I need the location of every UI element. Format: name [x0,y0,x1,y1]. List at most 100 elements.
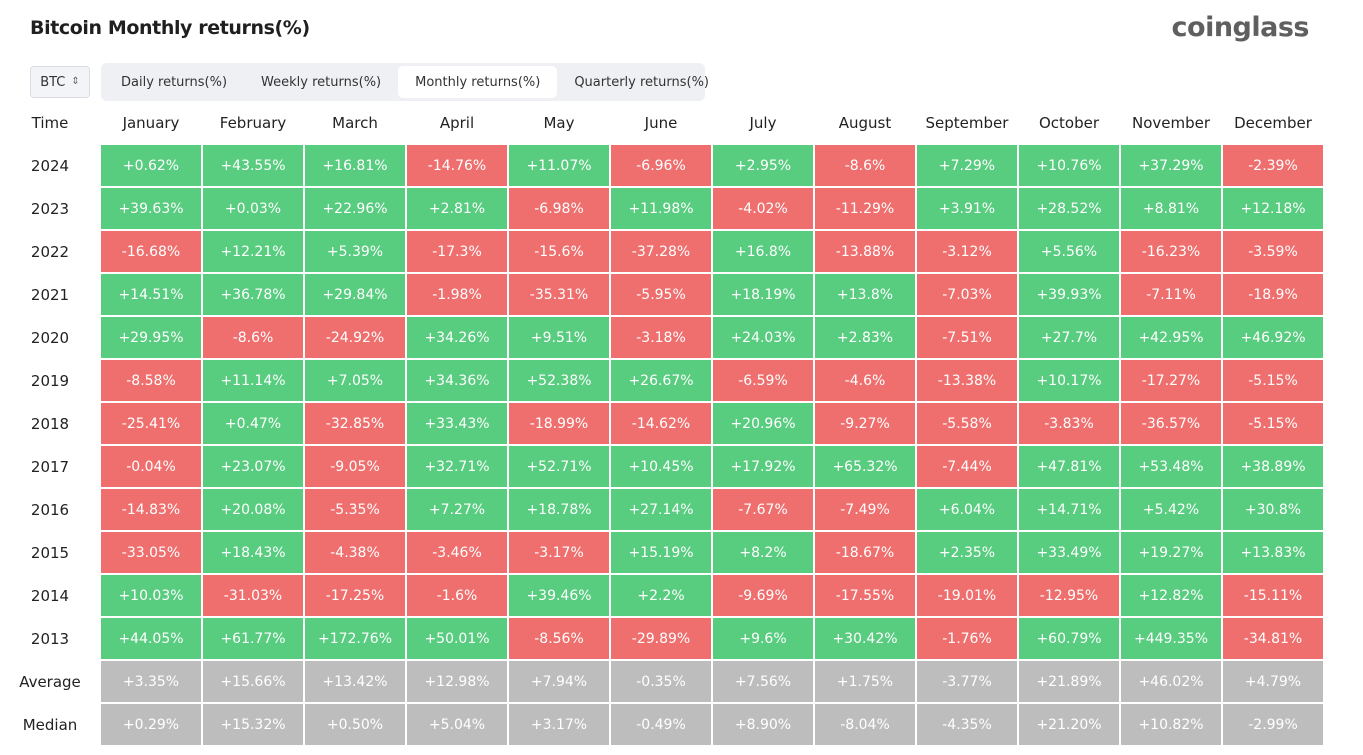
return-cell: +20.96% [713,403,813,444]
return-cell: +12.98% [407,661,507,702]
symbol-select[interactable]: BTC ⇕ [30,66,90,98]
table-row: 2018 -25.41% +0.47% -32.85% +33.43% -18.99% -1… [0,402,1324,445]
return-cell: +50.01% [407,618,507,659]
return-cell: -7.67% [713,489,813,530]
tab-monthly-returns[interactable]: Monthly returns(%) [398,66,558,98]
column-header-january: January [122,113,180,132]
return-cell: +12.21% [203,231,303,272]
return-cell: -3.18% [611,317,711,358]
tab-weekly-returns[interactable]: Weekly returns(%) [261,74,382,90]
column-header-march: March [332,113,378,132]
return-cell: +29.84% [305,274,405,315]
return-cell: +43.55% [203,145,303,186]
summary-row: Average +3.35% +15.66% +13.42% +12.98% +7.94%… [0,660,1324,703]
return-cell: -24.92% [305,317,405,358]
return-cell: -34.81% [1223,618,1323,659]
tab-quarterly-returns[interactable]: Quarterly returns(%) [574,74,710,90]
table-row: 2021 +14.51% +36.78% +29.84% -1.98% -35.31% -5… [0,273,1324,316]
return-cell: -4.02% [713,188,813,229]
table-row: 2016 -14.83% +20.08% -5.35% +7.27% +18.78% +27… [0,488,1324,531]
return-cell: +4.79% [1223,661,1323,702]
return-cell: +3.35% [101,661,201,702]
return-cell: -8.56% [509,618,609,659]
returns-period-tabs: Daily returns(%) Weekly returns(%) Month… [101,63,709,101]
return-cell: +23.07% [203,446,303,487]
table-row: 2024 +0.62% +43.55% +16.81% -14.76% +11.07% -6… [0,144,1324,187]
return-cell: -0.35% [611,661,711,702]
return-cell: -17.27% [1121,360,1221,401]
column-header-february: February [219,113,287,132]
return-cell: +18.78% [509,489,609,530]
return-cell: +21.20% [1019,704,1119,745]
row-label: 2014 [30,586,70,605]
return-cell: -8.6% [815,145,915,186]
return-cell: +19.27% [1121,532,1221,573]
row-label: 2018 [30,414,70,433]
column-header-time: Time [31,113,69,132]
row-label: 2016 [30,500,70,519]
column-header-may: May [543,113,575,132]
return-cell: -35.31% [509,274,609,315]
return-cell: +28.52% [1019,188,1119,229]
row-label: Average [19,672,81,691]
column-header-july: July [749,113,777,132]
return-cell: +10.03% [101,575,201,616]
row-label: 2024 [30,156,70,175]
return-cell: -13.38% [917,360,1017,401]
return-cell: +52.71% [509,446,609,487]
return-cell: -18.9% [1223,274,1323,315]
return-cell: +37.29% [1121,145,1221,186]
return-cell: +7.56% [713,661,813,702]
return-cell: +18.43% [203,532,303,573]
return-cell: -12.95% [1019,575,1119,616]
tab-daily-returns[interactable]: Daily returns(%) [121,74,228,90]
return-cell: +17.92% [713,446,813,487]
return-cell: -36.57% [1121,403,1221,444]
return-cell: -6.96% [611,145,711,186]
return-cell: -3.59% [1223,231,1323,272]
return-cell: +2.95% [713,145,813,186]
return-cell: -1.6% [407,575,507,616]
row-label: 2019 [30,371,70,390]
return-cell: +11.14% [203,360,303,401]
table-row: 2014 +10.03% -31.03% -17.25% -1.6% +39.46% +2.… [0,574,1324,617]
return-cell: +2.83% [815,317,915,358]
return-cell: +2.81% [407,188,507,229]
return-cell: +10.17% [1019,360,1119,401]
return-cell: +21.89% [1019,661,1119,702]
return-cell: -3.77% [917,661,1017,702]
return-cell: -4.38% [305,532,405,573]
return-cell: -8.6% [203,317,303,358]
return-cell: +7.05% [305,360,405,401]
return-cell: +20.08% [203,489,303,530]
return-cell: +16.8% [713,231,813,272]
return-cell: +33.49% [1019,532,1119,573]
page-title: Bitcoin Monthly returns(%) [30,17,310,39]
return-cell: +10.82% [1121,704,1221,745]
return-cell: +36.78% [203,274,303,315]
return-cell: -5.35% [305,489,405,530]
return-cell: +14.71% [1019,489,1119,530]
return-cell: +16.81% [305,145,405,186]
symbol-select-value: BTC [40,74,66,90]
return-cell: -17.3% [407,231,507,272]
column-header-september: September [925,113,1009,132]
return-cell: -2.39% [1223,145,1323,186]
return-cell: -2.99% [1223,704,1323,745]
return-cell: +34.26% [407,317,507,358]
return-cell: +29.95% [101,317,201,358]
return-cell: -3.12% [917,231,1017,272]
table-row: 2013 +44.05% +61.77% +172.76% +50.01% -8.56% -… [0,617,1324,660]
return-cell: -1.98% [407,274,507,315]
return-cell: +13.83% [1223,532,1323,573]
return-cell: +0.62% [101,145,201,186]
return-cell: +9.6% [713,618,813,659]
return-cell: -16.23% [1121,231,1221,272]
return-cell: -9.69% [713,575,813,616]
return-cell: +34.36% [407,360,507,401]
return-cell: +449.35% [1121,618,1221,659]
return-cell: +8.81% [1121,188,1221,229]
return-cell: -18.67% [815,532,915,573]
coinglass-logo: coinglass [1171,12,1310,43]
return-cell: +0.03% [203,188,303,229]
